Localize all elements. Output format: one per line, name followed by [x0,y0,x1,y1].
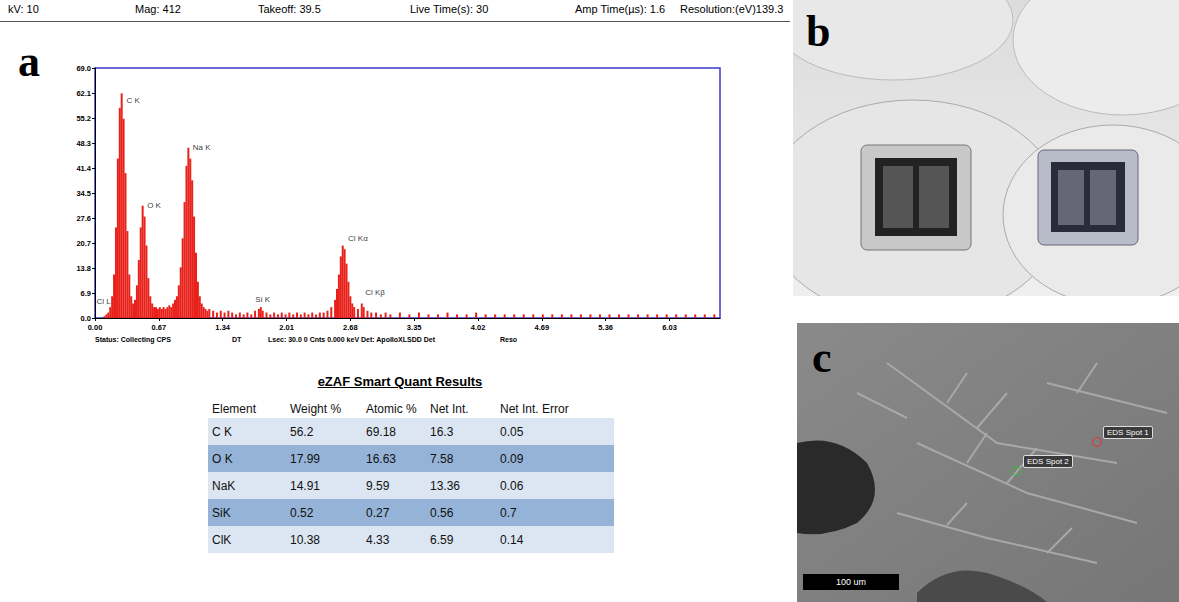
html-text:Status: Collecting CPS: Status: Collecting CPS [95,336,171,343]
html-text:Amp Time(µs): 1.6: Amp Time(µs): 1.6 [575,3,666,15]
html-text:C K: C K [212,424,232,439]
html-text:a: a [18,37,40,86]
html-text:0.27: 0.27 [366,505,390,520]
html-text:NaK: NaK [212,478,236,493]
html-text:c: c [812,333,832,382]
html-text:Lsec: 30.0 0 Cnts 0.000 keV De: Lsec: 30.0 0 Cnts 0.000 keV Det: ApolloX… [268,336,435,343]
svg-text:3.35: 3.35 [407,323,422,332]
html-text:0.09: 0.09 [500,451,524,466]
html-text:Weight %: Weight % [290,402,342,416]
html-text:O K: O K [212,451,233,466]
html-text:kV: 10: kV: 10 [8,3,39,15]
html-text:4.33: 4.33 [366,532,390,547]
svg-text:Si K: Si K [255,295,270,304]
html-text:69.18: 69.18 [366,424,396,439]
svg-text:O K: O K [147,201,161,210]
html-text:6.59: 6.59 [430,532,454,547]
html-text:0.14: 0.14 [500,532,524,547]
svg-text:Na K: Na K [193,143,211,152]
html-text:16.3: 16.3 [430,424,454,439]
svg-text:27.6: 27.6 [76,214,91,223]
html-text:7.58: 7.58 [430,451,454,466]
svg-text:C K: C K [126,96,140,105]
html-text:0.05: 0.05 [500,424,524,439]
svg-text:13.8: 13.8 [76,264,91,273]
html-text:b: b [806,7,831,56]
svg-text:4.69: 4.69 [535,323,550,332]
html-text:Resolution:(eV)139.3: Resolution:(eV)139.3 [680,3,784,15]
svg-text:0.00: 0.00 [88,323,103,332]
html-text:Net Int. Error: Net Int. Error [500,402,569,416]
html-text:14.91: 14.91 [290,478,320,493]
svg-text:69.0: 69.0 [76,64,91,73]
html-text:17.99: 17.99 [290,451,320,466]
html-text:100 um: 100 um [836,577,866,587]
html-text:Live Time(s): 30: Live Time(s): 30 [410,3,489,15]
svg-text:55.2: 55.2 [76,114,91,123]
html-text:eZAF Smart Quant Results: eZAF Smart Quant Results [317,374,483,389]
svg-text:4.02: 4.02 [471,323,486,332]
html-text:EDS Spot 1: EDS Spot 1 [1107,428,1149,437]
html-text:Mag: 412: Mag: 412 [135,3,181,15]
html-text:56.2: 56.2 [290,424,314,439]
html-text:SiK: SiK [212,505,231,520]
svg-text:62.1: 62.1 [76,89,91,98]
html-text:Element: Element [212,402,256,416]
html-text:10.38: 10.38 [290,532,320,547]
svg-text:5.36: 5.36 [598,323,613,332]
svg-text:20.7: 20.7 [76,239,91,248]
html-text:13.36: 13.36 [430,478,460,493]
svg-text:Cl Kα: Cl Kα [348,234,368,243]
svg-text:Cl L: Cl L [96,297,111,306]
html-text:0.52: 0.52 [290,505,314,520]
svg-text:2.01: 2.01 [279,323,294,332]
html-text:Net Int.: Net Int. [430,402,469,416]
html-text:Reso: Reso [500,336,518,343]
svg-text:48.3: 48.3 [76,139,91,148]
html-text:EDS Spot 2: EDS Spot 2 [1027,457,1069,466]
html-text:0.06: 0.06 [500,478,524,493]
html-text:ClK: ClK [212,532,232,547]
svg-text:41.4: 41.4 [76,164,91,173]
svg-text:Cl Kβ: Cl Kβ [365,288,385,297]
svg-text:2.68: 2.68 [343,323,358,332]
html-text:9.59: 9.59 [366,478,390,493]
html-text:Atomic %: Atomic % [366,402,417,416]
svg-text:34.5: 34.5 [76,189,91,198]
html-text:DT: DT [232,336,242,343]
html-text:0.56: 0.56 [430,505,454,520]
html-text:0.7: 0.7 [500,505,517,520]
svg-text:0.0: 0.0 [81,314,91,323]
html-text:Takeoff: 39.5: Takeoff: 39.5 [258,3,321,15]
svg-text:0.67: 0.67 [152,323,167,332]
html-text:16.63: 16.63 [366,451,396,466]
svg-text:1.34: 1.34 [215,323,230,332]
svg-text:6.03: 6.03 [662,323,677,332]
svg-text:6.9: 6.9 [81,289,91,298]
